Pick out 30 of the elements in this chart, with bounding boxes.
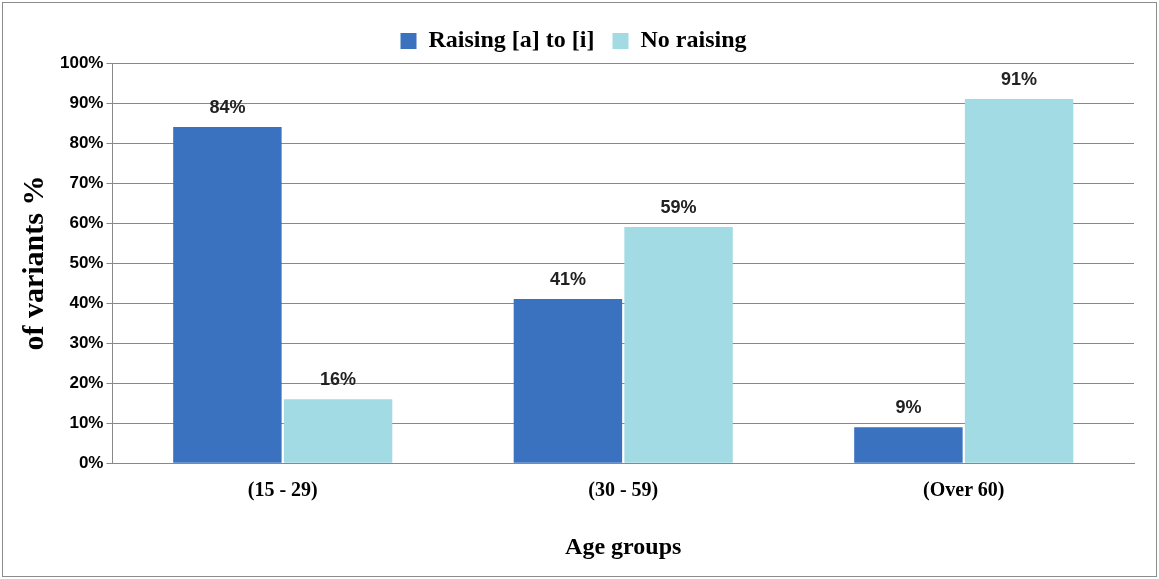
y-tick-label: 80% [69,132,104,152]
y-tick-label: 20% [69,372,104,392]
data-label: 41% [549,269,586,290]
bar [283,399,393,463]
y-tick-label: 0% [78,452,104,472]
x-tick-label: (30 - 59) [588,478,659,502]
y-tick-label: 30% [69,332,104,352]
bar [854,427,963,463]
legend-label: Raising [a] to [i] [428,26,595,53]
y-tick-label: 10% [69,412,104,432]
bar [964,99,1074,463]
bar [173,127,282,463]
y-tick-label: 100% [60,52,104,72]
bar [513,299,623,463]
y-axis-title: of variants % [15,175,49,351]
data-label: 84% [209,97,246,117]
data-label: 9% [895,397,922,418]
bar [624,227,733,463]
data-label: 59% [660,197,697,218]
data-label: 91% [1001,68,1038,89]
x-tick-label: (15 - 29) [247,478,318,502]
y-tick-label: 60% [69,212,104,232]
x-tick-label: (Over 60) [923,478,1005,502]
y-tick-label: 70% [69,172,104,192]
data-label: 16% [320,369,357,390]
y-tick-label: 40% [69,292,104,312]
x-axis-title: Age groups [565,532,682,559]
y-tick-label: 90% [69,92,104,112]
legend-label: No raising [640,26,747,53]
y-tick-label: 50% [69,252,104,272]
